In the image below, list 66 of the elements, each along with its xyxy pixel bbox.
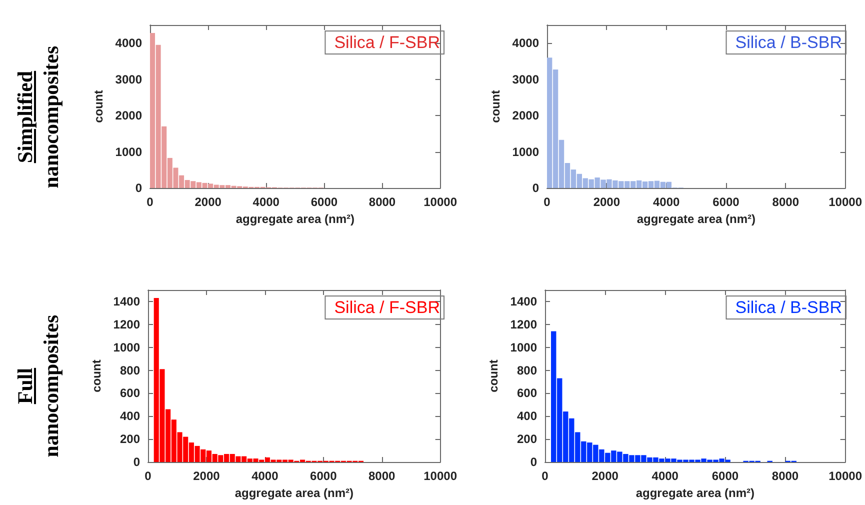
- y-tick-label: 1000: [510, 340, 538, 354]
- x-tick-label: 0: [542, 469, 549, 483]
- y-tick-label: 800: [120, 363, 140, 378]
- x-tick-label: 4000: [652, 469, 679, 483]
- y-axis-title: count: [89, 360, 104, 392]
- y-tick-label: 400: [120, 409, 140, 424]
- x-tick-label: 2000: [194, 195, 222, 209]
- x-tick-label: 8000: [772, 195, 800, 209]
- x-axis-title: aggregate area (nm²): [636, 212, 756, 226]
- x-tick-label: 2000: [592, 469, 619, 483]
- y-tick-label: 1400: [510, 294, 538, 308]
- text: nanocomposites: [38, 314, 64, 460]
- y-tick-label: 0: [530, 455, 538, 469]
- x-tick-label: 10000: [828, 469, 862, 483]
- y-axis-title: count: [486, 360, 500, 392]
- x-tick-label: 4000: [252, 469, 279, 483]
- x-axis-title: aggregate area (nm²): [236, 212, 355, 226]
- y-tick-label: 3000: [115, 72, 142, 86]
- x-tick-label: 6000: [310, 195, 338, 209]
- y-tick-label: 1400: [113, 294, 140, 308]
- y-tick-label: 0: [135, 181, 142, 195]
- y-tick-label: 1000: [115, 144, 142, 159]
- x-tick-label: 0: [144, 469, 152, 483]
- text: Silica / B-SBR: [735, 33, 842, 52]
- x-tick-label: 2000: [193, 469, 220, 483]
- text: Simplified: [12, 69, 38, 165]
- y-tick-label: 2000: [115, 108, 142, 123]
- x-tick-label: 6000: [712, 469, 739, 483]
- x-tick-label: 10000: [424, 195, 458, 209]
- y-tick-label: 3000: [512, 72, 540, 86]
- text: Full: [12, 366, 38, 406]
- x-tick-label: 8000: [368, 469, 396, 483]
- y-axis-title: count: [91, 90, 106, 123]
- text: Silica / F-SBR: [334, 33, 440, 52]
- y-tick-label: 800: [516, 363, 538, 378]
- y-tick-label: 600: [516, 386, 538, 400]
- y-tick-label: 200: [516, 432, 538, 446]
- text: Silica / B-SBR: [735, 298, 842, 317]
- text: Silica / F-SBR: [334, 298, 440, 317]
- y-tick-label: 2000: [512, 108, 540, 123]
- y-tick-label: 600: [120, 386, 140, 400]
- y-tick-label: 4000: [512, 36, 540, 50]
- x-tick-label: 2000: [593, 195, 620, 209]
- x-tick-label: 10000: [424, 469, 458, 483]
- y-tick-label: 0: [133, 455, 140, 469]
- x-tick-label: 4000: [652, 195, 680, 209]
- x-tick-label: 8000: [772, 469, 799, 483]
- x-axis-title: aggregate area (nm²): [636, 486, 755, 500]
- y-tick-label: 1000: [512, 144, 540, 159]
- y-tick-label: 4000: [115, 36, 142, 50]
- x-tick-label: 0: [146, 195, 154, 209]
- y-tick-label: 0: [532, 181, 540, 195]
- x-tick-label: 6000: [310, 469, 338, 483]
- y-axis-title: count: [488, 90, 502, 123]
- y-tick-label: 1000: [113, 340, 140, 354]
- x-tick-label: 6000: [712, 195, 740, 209]
- text: nanocomposites: [38, 44, 64, 190]
- y-tick-label: 400: [516, 409, 538, 424]
- x-tick-label: 8000: [368, 195, 396, 209]
- x-axis-title: aggregate area (nm²): [234, 486, 354, 500]
- x-tick-label: 10000: [828, 195, 862, 209]
- x-tick-label: 0: [544, 195, 551, 209]
- y-tick-label: 1200: [113, 317, 140, 332]
- y-tick-label: 200: [120, 432, 140, 446]
- y-tick-label: 1200: [510, 317, 538, 332]
- x-tick-label: 4000: [252, 195, 280, 209]
